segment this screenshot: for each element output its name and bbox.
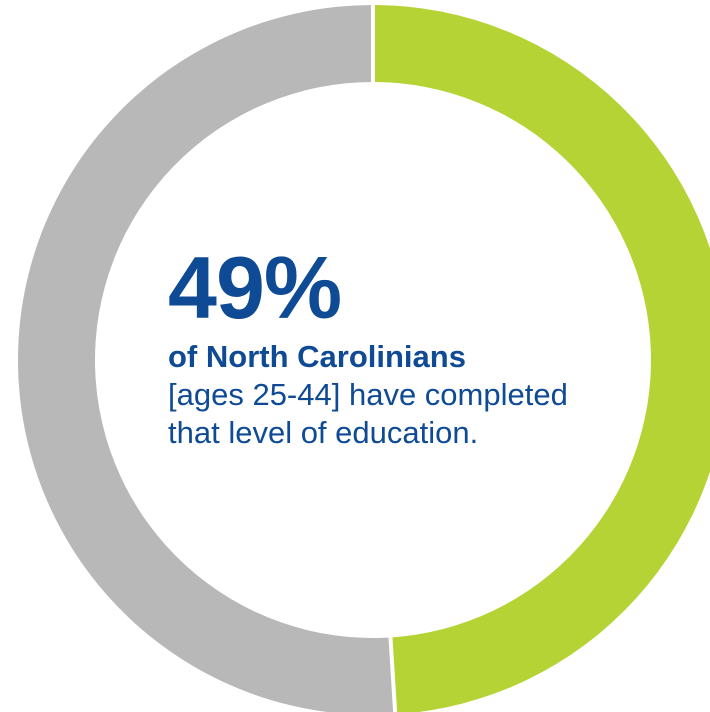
donut-slice-highlight	[373, 5, 710, 712]
slice-separator	[388, 635, 398, 712]
donut-slices	[18, 3, 710, 712]
center-label: 49% of North Carolinians [ages 25-44] ha…	[168, 242, 598, 452]
donut-slice-remainder	[18, 5, 396, 712]
subject-label: of North Carolinians	[168, 339, 466, 374]
detail-label: [ages 25-44] have completed that level o…	[168, 377, 568, 450]
headline-percentage: 49%	[168, 238, 342, 337]
